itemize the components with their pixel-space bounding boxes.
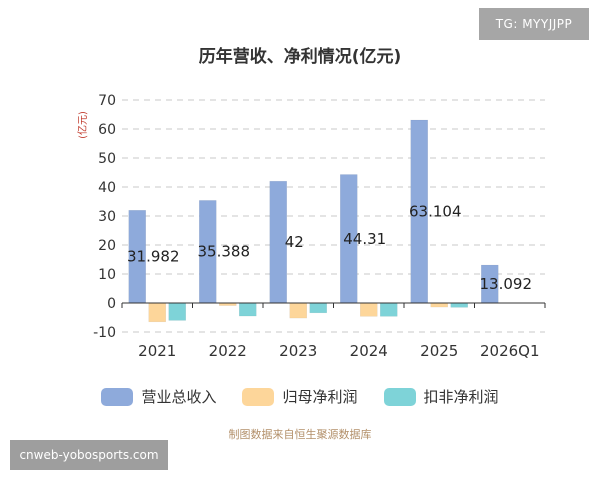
data-label-2026Q1: 13.092 — [480, 275, 533, 293]
label-layer: 31.982 35.388 42 44.31 63.104 13.092 — [127, 202, 532, 293]
data-label-2022: 35.388 — [198, 243, 251, 261]
legend-swatch — [242, 387, 275, 406]
bar-layer — [128, 119, 499, 323]
bar-2024-s1 — [360, 302, 378, 317]
x-tick-label: 2024 — [350, 342, 388, 360]
bar-2025-s2 — [450, 302, 468, 308]
bar-2025-s1 — [430, 302, 448, 308]
legend-label: 营业总收入 — [141, 388, 217, 406]
axis-layer: -10 0 10 20 30 40 50 60 70 2021 2022 2023 2024 2025 20… — [93, 93, 546, 360]
grid-layer — [122, 99, 545, 333]
y-tick-label: 10 — [98, 267, 116, 283]
legend-item[interactable]: 归母净利润 — [242, 386, 358, 407]
y-tick-label: 50 — [98, 151, 116, 167]
y-tick-label: 70 — [98, 93, 116, 109]
legend: 营业总收入 归母净利润 扣非净利润 — [0, 386, 600, 407]
bar-2021-s2 — [168, 302, 186, 321]
legend-item[interactable]: 营业总收入 — [101, 386, 216, 407]
legend-swatch — [383, 387, 416, 406]
legend-label: 扣非净利润 — [423, 388, 499, 406]
bar-2024-s2 — [380, 302, 398, 317]
y-tick-label: 60 — [98, 122, 116, 138]
y-tick-label: 40 — [98, 180, 116, 196]
x-tick-label: 2023 — [279, 342, 317, 360]
y-tick-label: 20 — [98, 238, 116, 254]
bar-2022-s2 — [239, 302, 257, 317]
data-label-2025: 63.104 — [409, 202, 462, 220]
watermark-tag: TG: MYYJJPP — [479, 8, 589, 40]
chart-title: 历年营收、净利情况(亿元) — [198, 47, 402, 67]
data-source-note: 制图数据来自恒生聚源数据库 — [228, 428, 372, 441]
data-label-2024: 44.31 — [343, 230, 386, 248]
bar-2021-s1 — [148, 302, 166, 323]
bar-2023-s2 — [309, 302, 327, 314]
x-tick-label: 2025 — [420, 342, 458, 360]
y-tick-label: 30 — [98, 209, 116, 225]
x-tick-label: 2026Q1 — [480, 342, 540, 360]
y-tick-label: -10 — [93, 325, 116, 341]
y-tick-label: 0 — [107, 296, 116, 312]
watermark-site: cnweb-yobosports.com — [10, 440, 168, 470]
x-tick-label: 2021 — [138, 342, 176, 360]
data-label-2021: 31.982 — [127, 248, 180, 266]
legend-swatch — [101, 387, 134, 406]
legend-item[interactable]: 扣非净利润 — [383, 386, 499, 407]
data-label-2023: 42 — [285, 233, 304, 251]
legend-label: 归母净利润 — [282, 388, 358, 406]
x-tick-label: 2022 — [209, 342, 247, 360]
bar-2023-s1 — [289, 302, 307, 319]
